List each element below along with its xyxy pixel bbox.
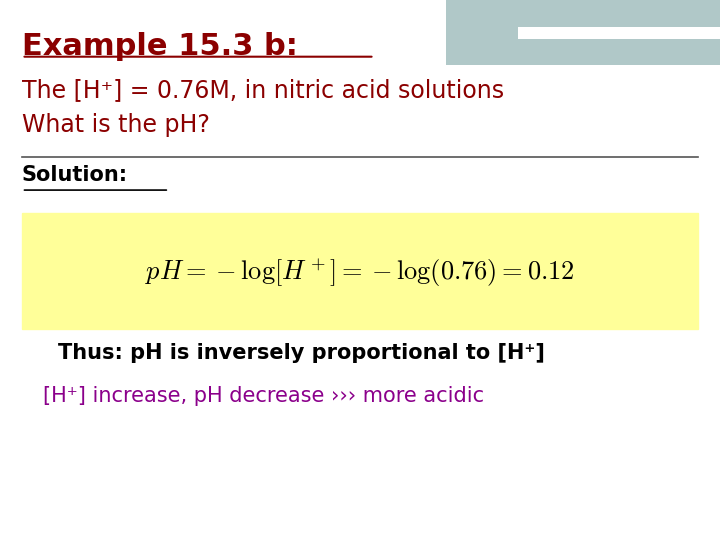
Text: Thus: pH is inversely proportional to [H⁺]: Thus: pH is inversely proportional to [H… xyxy=(58,343,544,363)
Text: The [H⁺] = 0.76M, in nitric acid solutions: The [H⁺] = 0.76M, in nitric acid solutio… xyxy=(22,78,504,102)
FancyBboxPatch shape xyxy=(446,0,720,65)
Text: [H⁺] increase, pH decrease ››› more acidic: [H⁺] increase, pH decrease ››› more acid… xyxy=(43,386,485,406)
FancyBboxPatch shape xyxy=(22,213,698,329)
FancyBboxPatch shape xyxy=(518,27,720,39)
Text: What is the pH?: What is the pH? xyxy=(22,113,210,137)
Text: $pH = -\log[H^+] = -\log(0.76) = 0.12$: $pH = -\log[H^+] = -\log(0.76) = 0.12$ xyxy=(145,256,575,289)
Text: Example 15.3 b:: Example 15.3 b: xyxy=(22,32,297,62)
Text: Solution:: Solution: xyxy=(22,165,127,185)
